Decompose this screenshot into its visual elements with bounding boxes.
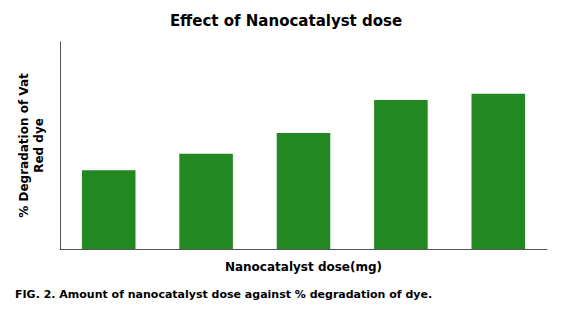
svg-text:Nanocatalyst dose(mg): Nanocatalyst dose(mg) <box>225 260 382 274</box>
svg-text:FIG. 2. Amount of nanocatalyst: FIG. 2. Amount of nanocatalyst dose agai… <box>15 288 432 301</box>
svg-text:Effect of Nanocatalyst dose: Effect of Nanocatalyst dose <box>170 12 402 30</box>
svg-text:Red dye: Red dye <box>32 118 46 173</box>
svg-text:% Degradation of Vat: % Degradation of Vat <box>17 73 31 218</box>
